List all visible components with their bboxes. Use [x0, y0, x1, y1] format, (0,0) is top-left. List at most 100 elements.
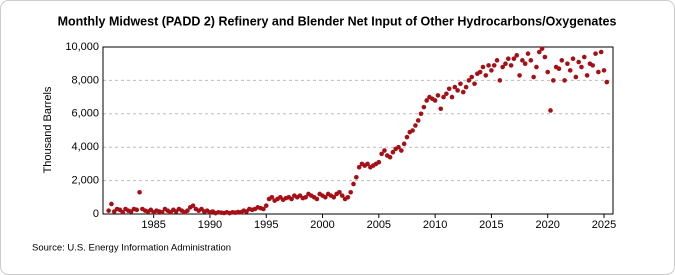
- point: [494, 58, 500, 63]
- y-tick-label: 0: [93, 208, 99, 220]
- point: [559, 58, 565, 63]
- point: [545, 69, 551, 75]
- point: [567, 68, 573, 73]
- point: [376, 159, 382, 165]
- point: [497, 78, 503, 83]
- point: [424, 98, 429, 103]
- point: [261, 206, 266, 212]
- point: [404, 134, 410, 140]
- y-tick-label: 4,000: [71, 141, 99, 153]
- point: [562, 78, 567, 83]
- plot-border: [102, 46, 614, 215]
- point: [500, 64, 505, 70]
- point: [525, 51, 531, 56]
- point: [365, 161, 370, 167]
- point: [486, 63, 491, 68]
- point: [520, 58, 525, 63]
- point: [185, 208, 190, 213]
- point: [387, 154, 393, 160]
- point: [120, 210, 126, 215]
- point: [469, 74, 475, 80]
- point: [511, 56, 517, 61]
- point: [444, 91, 449, 97]
- point: [503, 61, 508, 66]
- point: [348, 189, 353, 195]
- x-tick-label: 1990: [198, 219, 222, 231]
- point: [463, 84, 469, 90]
- x-tick-label: 2025: [592, 219, 616, 231]
- point: [548, 108, 553, 113]
- point: [396, 144, 401, 150]
- point: [159, 210, 165, 215]
- point: [337, 189, 342, 195]
- x-tick-label: 2000: [310, 219, 334, 231]
- point: [413, 123, 418, 128]
- point: [536, 49, 542, 55]
- chart-title: Monthly Midwest (PADD 2) Refinery and Bl…: [58, 14, 617, 28]
- point: [438, 106, 444, 112]
- x-tick-label: 1985: [141, 219, 165, 231]
- point: [489, 68, 494, 73]
- point: [435, 93, 441, 98]
- point: [382, 148, 387, 153]
- y-tick-label: 10,000: [65, 41, 99, 53]
- point: [472, 81, 477, 87]
- point: [446, 86, 452, 92]
- point: [579, 64, 584, 70]
- point: [517, 73, 522, 78]
- point: [477, 69, 483, 75]
- point: [399, 148, 404, 153]
- point: [551, 78, 556, 83]
- point: [534, 64, 539, 70]
- point: [356, 164, 362, 170]
- x-tick-label: 2010: [423, 219, 447, 231]
- point: [379, 151, 384, 157]
- point: [323, 195, 328, 200]
- point: [390, 149, 396, 155]
- point: [289, 196, 294, 202]
- point: [345, 195, 351, 200]
- point: [531, 74, 536, 80]
- point: [190, 203, 196, 208]
- point: [449, 94, 455, 100]
- point: [339, 193, 345, 198]
- y-tick-label: 8,000: [71, 74, 99, 86]
- point: [542, 54, 548, 60]
- y-tick-label: 6,000: [71, 108, 99, 120]
- point: [528, 58, 534, 63]
- point: [441, 94, 446, 100]
- point: [601, 68, 607, 73]
- point: [466, 78, 472, 83]
- point: [134, 207, 140, 213]
- point: [584, 73, 590, 78]
- point: [351, 181, 356, 187]
- point: [590, 63, 596, 68]
- point: [480, 64, 486, 70]
- point: [598, 49, 604, 55]
- point: [314, 196, 320, 202]
- x-tick-label: 1995: [254, 219, 278, 231]
- point: [415, 118, 421, 123]
- source: Source: U.S. Energy Information Administ…: [32, 243, 231, 254]
- x-tick-label: 2020: [535, 219, 559, 231]
- point: [581, 54, 587, 60]
- point: [604, 79, 610, 85]
- point: [452, 84, 458, 90]
- point: [106, 208, 111, 213]
- point: [432, 98, 438, 103]
- point: [539, 46, 545, 51]
- point: [109, 201, 114, 207]
- x-tick-label: 2005: [367, 219, 391, 231]
- point: [458, 81, 463, 87]
- point: [331, 195, 337, 200]
- point: [573, 74, 579, 80]
- point: [508, 63, 514, 68]
- point: [491, 63, 497, 68]
- point: [565, 61, 570, 66]
- point: [418, 111, 424, 117]
- point: [460, 89, 466, 95]
- point: [576, 59, 581, 65]
- point: [596, 69, 601, 75]
